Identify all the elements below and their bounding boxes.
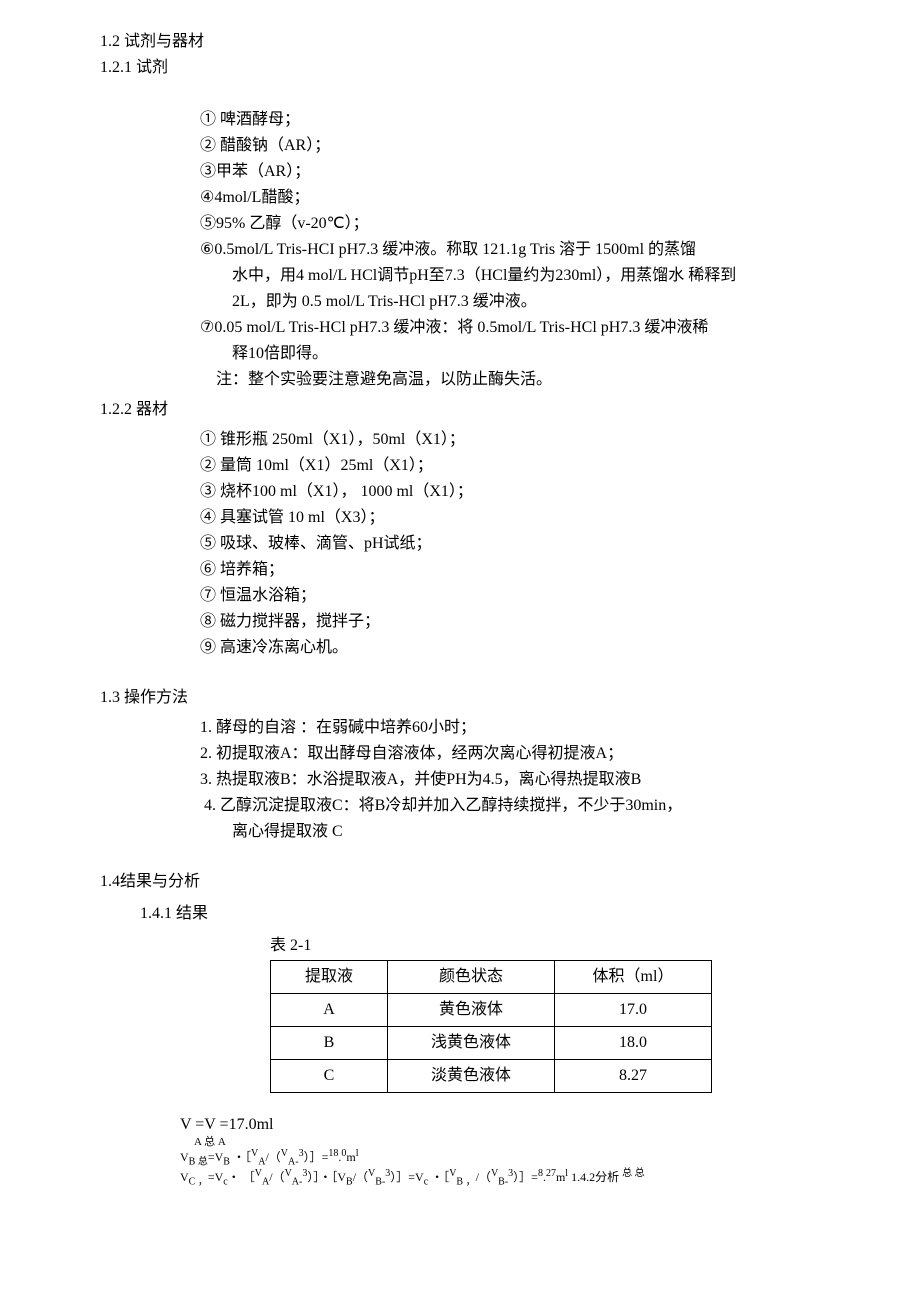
section-1-2-1-heading: 1.2.1 试剂 [100, 56, 820, 80]
equipment-item-9: ⑨ 高速冷冻离心机。 [200, 636, 820, 660]
operation-item-3: 3. 热提取液B：水浴提取液A，并使PH为4.5，离心得热提取液B [200, 768, 820, 792]
formula-line-2: VB 总=VB ・［VA/（VA-3）］=18.0ml [180, 1148, 820, 1168]
reagent-item-2: ② 醋酸钠（AR）； [200, 134, 820, 158]
operations-list: 1. 酵母的自溶 ：在弱碱中培养60小时； 2. 初提取液A：取出酵母自溶液体，… [140, 716, 820, 844]
formula-line-3: VC ，=Vc・ ［VA/（VA-3）］・［VB/（VB-3）］=Vc ・［VB… [180, 1168, 820, 1188]
table-cell: B [271, 1027, 388, 1060]
table-header-cell: 颜色状态 [388, 961, 555, 994]
operation-item-2: 2. 初提取液A：取出酵母自溶液体，经两次离心得初提液A； [200, 742, 820, 766]
equipment-item-3: ③ 烧杯100 ml（X1）， 1000 ml（X1）； [200, 480, 820, 504]
reagent-item-6b: 水中，用4 mol/L HCl调节pH至7.3（HCl量约为230ml），用蒸馏… [232, 264, 820, 288]
reagent-item-5: ⑤95% 乙醇（v-20℃）； [200, 212, 820, 236]
results-table: 提取液 颜色状态 体积（ml） A 黄色液体 17.0 B 浅黄色液体 18.0… [270, 960, 712, 1093]
section-1-3-heading: 1.3 操作方法 [100, 686, 820, 710]
table-cell: 淡黄色液体 [388, 1060, 555, 1093]
table-cell: A [271, 994, 388, 1027]
equipment-item-2: ② 量筒 10ml（X1）25ml（X1）； [200, 454, 820, 478]
table-cell: 18.0 [555, 1027, 712, 1060]
equipment-item-4: ④ 具塞试管 10 ml（X3）； [200, 506, 820, 530]
table-cell: 浅黄色液体 [388, 1027, 555, 1060]
table-cell: 8.27 [555, 1060, 712, 1093]
table-row: C 淡黄色液体 8.27 [271, 1060, 712, 1093]
operation-item-4: 4. 乙醇沉淀提取液C：将B冷却并加入乙醇持续搅拌，不少于30min， [172, 794, 820, 818]
table-cell: 黄色液体 [388, 994, 555, 1027]
reagent-note: 注：整个实验要注意避免高温，以防止酶失活。 [216, 368, 820, 392]
section-1-2-2-heading: 1.2.2 器材 [100, 398, 820, 422]
equipment-item-6: ⑥ 培养箱； [200, 558, 820, 582]
table-header-row: 提取液 颜色状态 体积（ml） [271, 961, 712, 994]
table-row: A 黄色液体 17.0 [271, 994, 712, 1027]
table-header-cell: 提取液 [271, 961, 388, 994]
equipment-item-8: ⑧ 磁力搅拌器，搅拌子； [200, 610, 820, 634]
reagent-item-1: ① 啤酒酵母； [200, 108, 820, 132]
reagent-item-6c: 2L，即为 0.5 mol/L Tris-HCl pH7.3 缓冲液。 [232, 290, 820, 314]
formula-tail-zong: 总 总 [622, 1168, 645, 1179]
section-1-4-1-heading: 1.4.1 结果 [140, 902, 820, 926]
equipment-item-7: ⑦ 恒温水浴箱； [200, 584, 820, 608]
operation-item-1: 1. 酵母的自溶 ：在弱碱中培养60小时； [200, 716, 820, 740]
reagent-item-3: ③甲苯（AR）； [200, 160, 820, 184]
equipment-item-1: ① 锥形瓶 250ml（X1），50ml（X1）； [200, 428, 820, 452]
reagent-item-4: ④4mol/L醋酸； [200, 186, 820, 210]
section-1-2-heading: 1.2 试剂与器材 [100, 30, 820, 54]
table-header-cell: 体积（ml） [555, 961, 712, 994]
equipment-item-5: ⑤ 吸球、玻棒、滴管、pH试纸； [200, 532, 820, 556]
reagent-item-7a: ⑦0.05 mol/L Tris-HCl pH7.3 缓冲液：将 0.5mol/… [200, 316, 820, 340]
formula-line-1: V =V =17.0ml [180, 1113, 820, 1137]
section-1-4-2-heading: 1.4.2分析 [571, 1170, 619, 1184]
formula-block: V =V =17.0ml A 总 A VB 总=VB ・［VA/（VA-3）］=… [180, 1113, 820, 1189]
section-1-4-heading: 1.4结果与分析 [100, 870, 820, 894]
reagent-item-6a: ⑥0.5mol/L Tris-HCI pH7.3 缓冲液。称取 121.1g T… [200, 238, 820, 262]
reagent-item-7b: 释10倍即得。 [232, 342, 820, 366]
reagent-list: ① 啤酒酵母； ② 醋酸钠（AR）； ③甲苯（AR）； ④4mol/L醋酸； ⑤… [200, 108, 820, 392]
table-cell: C [271, 1060, 388, 1093]
table-caption: 表 2-1 [270, 934, 820, 958]
equipment-list: ① 锥形瓶 250ml（X1），50ml（X1）； ② 量筒 10ml（X1）2… [200, 428, 820, 660]
formula-line-1-sub: A 总 A [194, 1137, 820, 1148]
table-cell: 17.0 [555, 994, 712, 1027]
document-page: 1.2 试剂与器材 1.2.1 试剂 ① 啤酒酵母； ② 醋酸钠（AR）； ③甲… [0, 0, 920, 1229]
table-row: B 浅黄色液体 18.0 [271, 1027, 712, 1060]
operation-item-4b: 离心得提取液 C [232, 820, 820, 844]
